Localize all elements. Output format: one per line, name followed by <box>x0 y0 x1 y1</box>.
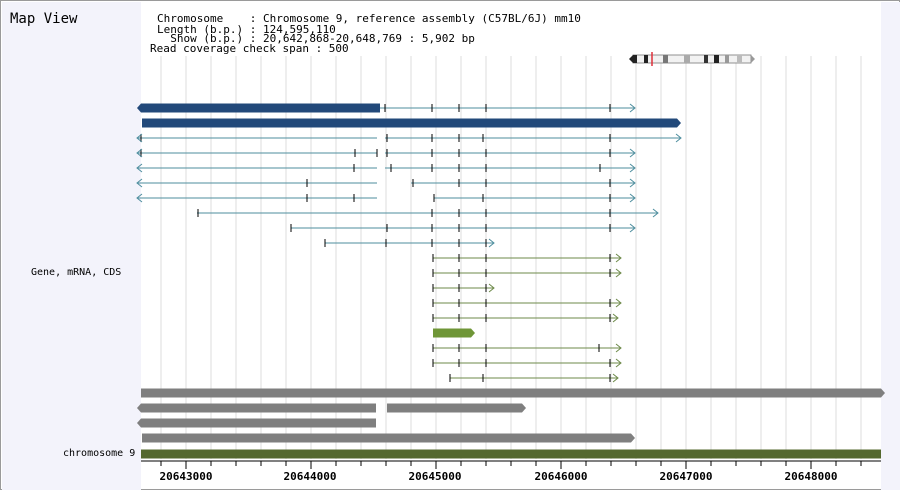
axis-tick-label: 20647000 <box>660 470 713 483</box>
mrna-track[interactable] <box>432 358 622 368</box>
position-axis: 20643000 20644000 20645000 20646000 2064… <box>141 460 881 483</box>
arrow-right-icon <box>629 163 636 173</box>
mrna-track[interactable] <box>290 223 636 233</box>
arrow-left-icon <box>137 418 141 428</box>
arrow-right-icon <box>612 373 619 383</box>
mrna-track[interactable] <box>380 103 636 113</box>
arrow-right-icon <box>675 133 682 143</box>
arrow-right-icon <box>629 103 636 113</box>
axis-tick-label: 20645000 <box>409 470 462 483</box>
gray-feature-bar-rect <box>141 403 376 413</box>
mrna-track[interactable] <box>432 298 622 308</box>
arrow-right-icon <box>615 298 622 308</box>
arrow-left-icon <box>136 178 143 188</box>
arrow-right-icon <box>652 208 659 218</box>
gray-feature-bar[interactable] <box>137 403 376 413</box>
arrow-left-icon <box>137 103 141 113</box>
arrow-left-icon <box>136 148 143 158</box>
arrow-right-icon <box>488 283 495 293</box>
mrna-track[interactable] <box>197 208 659 218</box>
axis-tick-label: 20643000 <box>160 470 213 483</box>
gray-feature-bar[interactable] <box>142 433 635 443</box>
axis-tick-label: 20648000 <box>785 470 838 483</box>
arrow-right-icon <box>629 223 636 233</box>
arrow-left-icon <box>137 403 141 413</box>
show-range-info: Show (b.p.) : 20,642,868-20,648,769 : 5,… <box>157 32 475 45</box>
map-view-title: Map View <box>10 11 78 27</box>
chromosome-bar-rect <box>141 449 881 459</box>
arrow-left-icon <box>136 193 143 203</box>
arrow-right-icon <box>631 433 635 443</box>
cds-bar-rect <box>433 328 471 338</box>
arrow-right-icon <box>615 358 622 368</box>
chromosome-info: Chromosome : Chromosome 9, reference ass… <box>157 12 581 25</box>
gene-bar-rect <box>142 118 677 128</box>
mrna-track[interactable] <box>324 238 495 248</box>
right-margin-strip <box>881 2 900 490</box>
mrna-track[interactable] <box>136 178 636 188</box>
mrna-track[interactable] <box>432 268 622 278</box>
axis-tick-label: 20644000 <box>284 470 337 483</box>
arrow-right-icon <box>488 238 495 248</box>
mrna-track[interactable] <box>432 313 619 323</box>
mrna-track[interactable] <box>136 148 636 158</box>
gene-track-label: Gene, mRNA, CDS <box>31 267 122 278</box>
gene-bar[interactable] <box>137 103 380 113</box>
track-label-panel <box>2 2 141 490</box>
arrow-right-icon <box>677 118 681 128</box>
arrow-right-icon <box>612 313 619 323</box>
arrow-right-icon <box>471 328 475 338</box>
mrna-track[interactable] <box>136 163 636 173</box>
gray-feature-bar-rect <box>387 403 522 413</box>
mrna-track[interactable] <box>432 253 622 263</box>
gray-feature-bar[interactable] <box>137 418 376 428</box>
mrna-track[interactable] <box>432 283 495 293</box>
arrow-left-icon <box>136 133 143 143</box>
arrow-right-icon <box>629 193 636 203</box>
arrow-right-icon <box>615 343 622 353</box>
feature-tracks[interactable] <box>136 103 885 459</box>
arrow-right-icon <box>629 148 636 158</box>
mrna-track[interactable] <box>432 343 622 353</box>
gray-feature-bar-rect <box>141 388 881 398</box>
axis-tick-label: 20646000 <box>535 470 588 483</box>
arrow-right-icon <box>615 253 622 263</box>
arrow-right-icon <box>615 268 622 278</box>
gene-bar-rect <box>141 103 380 113</box>
gray-feature-bar[interactable] <box>141 388 885 398</box>
gray-feature-bar-rect <box>141 418 376 428</box>
gene-bar[interactable] <box>142 118 681 128</box>
chromosome-track-label: chromosome 9 <box>63 448 136 459</box>
arrow-left-icon <box>136 163 143 173</box>
arrow-right-icon <box>629 178 636 188</box>
chromosome-ideogram[interactable] <box>629 52 755 66</box>
chromosome-bar[interactable] <box>141 449 881 459</box>
arrow-right-icon <box>522 403 526 413</box>
gray-feature-bar-rect <box>142 433 631 443</box>
gray-feature-bar[interactable] <box>387 403 526 413</box>
coverage-span-info: Read coverage check span : 500 <box>150 42 349 55</box>
mrna-track[interactable] <box>136 133 682 143</box>
mrna-track[interactable] <box>136 193 636 203</box>
mrna-track[interactable] <box>449 373 619 383</box>
arrow-right-icon <box>881 388 885 398</box>
length-info: Length (b.p.) : 124,595,110 <box>157 23 336 36</box>
cds-bar[interactable] <box>433 328 475 338</box>
